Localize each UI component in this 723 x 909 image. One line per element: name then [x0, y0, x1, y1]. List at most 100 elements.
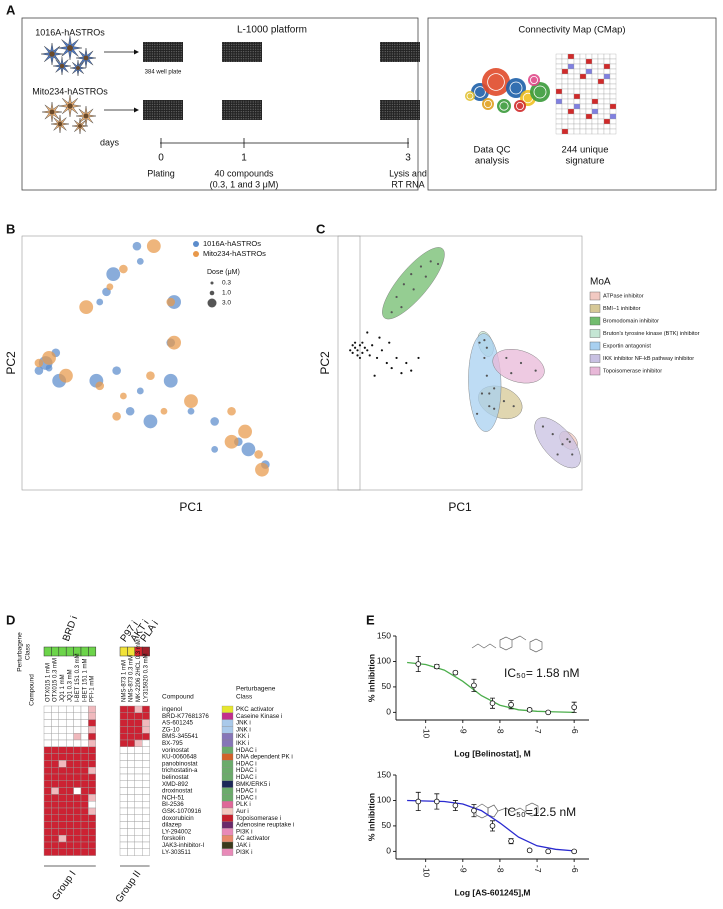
- compound-name: BI-2536: [162, 801, 184, 808]
- cmap-bubble: [482, 68, 510, 96]
- heat-cell: [51, 794, 60, 802]
- compound-name: LY-303511: [162, 849, 191, 856]
- heat-cell: [43, 794, 52, 802]
- heat-cell: [43, 828, 52, 836]
- legend-swatch: [589, 316, 601, 326]
- compound-header: Compound: [162, 694, 194, 701]
- cmap-grid-cell: [573, 123, 581, 130]
- compound-name: droxinostat: [162, 788, 193, 795]
- class-swatch: [221, 801, 234, 809]
- heat-cell: [51, 726, 60, 734]
- heat-cell: [65, 726, 74, 734]
- heat-cell: [51, 835, 60, 843]
- heat-cell: [80, 835, 89, 843]
- cmap-grid-cell: [603, 98, 611, 105]
- x-tick-label: -9: [459, 865, 469, 873]
- cell-line-label: 1016A-hASTROs: [35, 27, 105, 37]
- cmap-grid-cell: [597, 73, 605, 80]
- class-swatch: [221, 841, 234, 849]
- heat-cell: [127, 733, 136, 741]
- heat-cell: [73, 835, 82, 843]
- heat-cell: [127, 787, 136, 795]
- heat-cell: [58, 712, 67, 720]
- cmap-grid-cell: [603, 63, 611, 70]
- heat-cell: [73, 753, 82, 761]
- legend-label: Bromodomain inhibitor: [603, 318, 659, 324]
- cmap-grid-cell: [555, 113, 563, 120]
- cmap-grid-cell: [567, 73, 575, 80]
- heat-cell: [80, 705, 89, 714]
- heat-cell: [127, 801, 136, 809]
- cmap-grid-cell: [603, 83, 611, 90]
- heat-cell: [80, 767, 89, 775]
- heat-cell: [58, 814, 67, 822]
- data-point: [508, 701, 514, 708]
- cmap-ring: [499, 101, 509, 111]
- cmap-grid-cell: [561, 83, 569, 90]
- cmap-grid-cell: [579, 53, 587, 60]
- legend-swatch: [589, 341, 601, 351]
- cell-nucleus: [67, 45, 73, 51]
- heat-cell: [88, 733, 97, 741]
- cmap-grid-cell: [561, 73, 569, 80]
- heat-cell: [43, 787, 52, 795]
- heat-cell: [141, 726, 150, 734]
- legend-swatch: [589, 366, 601, 376]
- cmap-grid-cell: [585, 58, 593, 65]
- group-label: Group II: [114, 869, 144, 904]
- heat-cell: [134, 767, 143, 775]
- heat-cell: [88, 780, 97, 788]
- heat-cell: [119, 733, 128, 741]
- heat-cell: [141, 719, 150, 727]
- cmap-grid-cell: [603, 93, 611, 100]
- cmap-grid-cell: [573, 68, 581, 75]
- cmap-step: 244 unique: [561, 145, 608, 156]
- class-swatch: [221, 773, 234, 781]
- compound-name: JAK3-inhibitor-I: [162, 842, 205, 849]
- heat-cell: [141, 848, 150, 856]
- data-point: [146, 239, 161, 254]
- days-label: days: [100, 137, 120, 147]
- cmap-grid-cell: [609, 123, 617, 130]
- data-point: [34, 366, 44, 375]
- cmap-grid-cell: [555, 78, 563, 85]
- class-box: [65, 646, 74, 657]
- heat-cell: [43, 767, 52, 775]
- data-point: [368, 354, 371, 357]
- panel-letter: E: [366, 612, 375, 627]
- heat-cell: [88, 835, 97, 843]
- heat-cell: [141, 773, 150, 782]
- cmap-grid-cell: [597, 108, 605, 115]
- cmap-grid-cell: [603, 118, 611, 125]
- cmap-grid-cell: [591, 98, 599, 105]
- heat-cell: [80, 739, 89, 748]
- cmap-grid-cell: [591, 73, 599, 80]
- cell-nucleus: [76, 66, 80, 70]
- class-header: Class: [236, 694, 253, 701]
- heat-cell: [134, 719, 143, 727]
- cmap-grid-cell: [567, 93, 575, 100]
- data-point: [353, 341, 357, 344]
- heat-cell: [73, 705, 82, 714]
- cmap-grid-cell: [603, 123, 611, 130]
- heat-cell: [141, 760, 150, 768]
- data-point: [424, 275, 427, 278]
- class-box: [119, 646, 128, 657]
- heat-cell: [141, 807, 150, 816]
- heat-cell: [73, 712, 82, 720]
- cmap-grid-cell: [555, 63, 563, 70]
- heat-cell: [119, 705, 128, 714]
- cmap-grid-cell: [561, 108, 569, 115]
- cmap-grid-cell: [561, 53, 569, 60]
- heat-cell: [141, 835, 150, 843]
- heat-cell: [43, 712, 52, 720]
- panel-letter: A: [6, 2, 16, 17]
- plot-frame: [21, 235, 361, 491]
- cmap-grid-cell: [561, 123, 569, 130]
- well-plate: [143, 42, 183, 62]
- heat-cell: [88, 821, 97, 829]
- heat-cell: [134, 726, 143, 734]
- data-point: [502, 400, 506, 403]
- data-point: [255, 462, 269, 477]
- cmap-bubble: [514, 100, 526, 112]
